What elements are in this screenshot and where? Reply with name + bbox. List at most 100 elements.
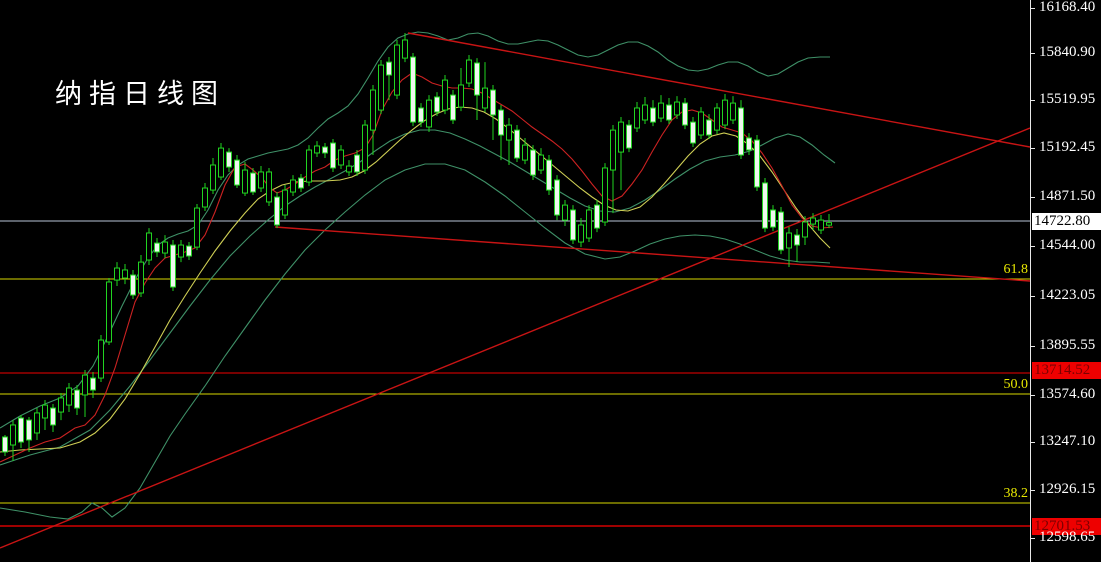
candle-body	[706, 119, 712, 136]
candle-body	[786, 232, 792, 249]
candle-body	[226, 151, 232, 168]
candle-body	[770, 209, 776, 228]
candle-body	[178, 244, 184, 258]
axis-tick	[1031, 100, 1035, 101]
axis-tick	[1031, 490, 1035, 491]
candle-body	[50, 407, 56, 426]
candle-body	[498, 109, 504, 136]
candle-body	[754, 139, 760, 188]
candle-body	[210, 164, 216, 191]
candle-body	[378, 64, 384, 111]
candle-body	[650, 107, 656, 123]
candle-body	[642, 104, 648, 121]
axis-tick	[1031, 8, 1035, 9]
axis-price-label: 15519.95	[1039, 91, 1096, 107]
axis-price-label: 14223.05	[1039, 287, 1096, 303]
alert-price-badge: 12701.53	[1032, 518, 1101, 535]
candle-body	[106, 281, 112, 343]
candle-body	[514, 129, 520, 159]
candle-body	[698, 111, 704, 136]
axis-tick	[1031, 296, 1035, 297]
axis-tick	[1031, 53, 1035, 54]
candle-body	[618, 121, 624, 153]
candle-body	[810, 217, 816, 225]
alert-price-badge: 13714.52	[1032, 362, 1101, 379]
candle-body	[346, 165, 352, 173]
candle-body	[114, 267, 120, 281]
candle-body	[314, 145, 320, 154]
candle-body	[626, 124, 632, 149]
candle-body	[98, 339, 104, 379]
axis-tick	[1031, 346, 1035, 347]
candle-body	[298, 177, 304, 189]
candle-body	[362, 124, 368, 171]
candle-body	[322, 146, 328, 154]
candle-body	[794, 234, 800, 246]
axis-tick	[1031, 148, 1035, 149]
candle-body	[762, 182, 768, 229]
candle-body	[2, 436, 8, 453]
axis-tick	[1031, 442, 1035, 443]
candle-body	[242, 169, 248, 194]
chart-area[interactable]: 纳指日线图 61.8 50.0 38.2	[0, 0, 1030, 562]
band-lower-line	[0, 163, 831, 520]
candle-body	[546, 159, 552, 191]
axis-tick	[1031, 246, 1035, 247]
axis-price-label: 13574.60	[1039, 386, 1096, 402]
axis-price-label: 12598.65	[1039, 529, 1096, 545]
candle-body	[394, 44, 400, 96]
candle-body	[506, 124, 512, 141]
candle-body	[610, 129, 616, 171]
candle-body	[218, 147, 224, 178]
axis-price-label: 16168.40	[1039, 0, 1096, 15]
candle-body	[418, 107, 424, 123]
candle-body	[66, 387, 72, 406]
candle-body	[482, 87, 488, 109]
candle-body	[826, 222, 832, 226]
candle-body	[138, 261, 144, 294]
candle-body	[202, 187, 208, 208]
candle-body	[18, 417, 24, 443]
axis-price-label: 12926.15	[1039, 481, 1096, 497]
candle-body	[690, 121, 696, 144]
axis-price-label: 14871.50	[1039, 188, 1096, 204]
band-middle-line	[0, 129, 836, 466]
candle-body	[82, 374, 88, 396]
ma-red-line	[0, 72, 834, 463]
candle-body	[746, 137, 752, 151]
candle-body	[602, 167, 608, 223]
ascending-support-trendline	[0, 127, 1030, 549]
candle-body	[458, 84, 464, 108]
candle-body	[522, 144, 528, 161]
axis-price-label: 13895.55	[1039, 337, 1096, 353]
candle-body	[34, 412, 40, 434]
chart-title: 纳指日线图	[55, 79, 225, 109]
candle-body	[170, 244, 176, 288]
candle-body	[282, 189, 288, 216]
descending-resistance-trendline	[407, 32, 1030, 148]
candle-body	[146, 232, 152, 261]
chart-canvas	[0, 31, 1030, 549]
candle-body	[434, 96, 440, 113]
candle-body	[666, 104, 672, 121]
candle-body	[330, 142, 336, 169]
axis-price-label: 15192.45	[1039, 139, 1096, 155]
candle-body	[426, 99, 432, 128]
candle-body	[194, 207, 200, 248]
price-axis[interactable]: 16168.40 15840.90 15519.95 15192.45 14871.50…	[1030, 0, 1101, 562]
candle-body	[474, 62, 480, 96]
axis-price-label: 13247.10	[1039, 433, 1096, 449]
candle-body	[74, 389, 80, 409]
fib-label-38.2: 38.2	[1003, 486, 1029, 501]
candle-body	[386, 61, 392, 76]
candle-body	[778, 211, 784, 251]
candle-body	[594, 204, 600, 229]
candle-body	[10, 424, 16, 446]
fib-label-61.8: 61.8	[1003, 262, 1029, 277]
axis-tick	[1031, 395, 1035, 396]
candle-body	[674, 101, 680, 116]
candle-body	[58, 397, 64, 413]
candle-body	[306, 149, 312, 183]
candle-body	[450, 94, 456, 121]
candle-body	[266, 171, 272, 203]
